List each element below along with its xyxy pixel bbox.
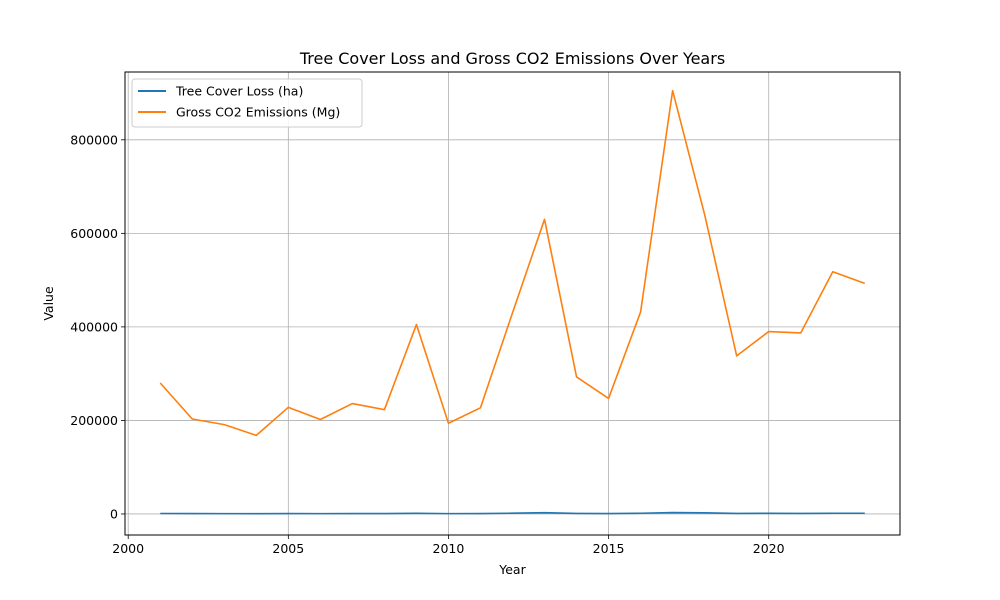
- series-lines: [159, 89, 866, 515]
- y-tick-label: 0: [110, 506, 118, 521]
- x-axis-label: Year: [498, 562, 526, 577]
- y-tick-label: 800000: [70, 132, 118, 147]
- chart-title: Tree Cover Loss and Gross CO2 Emissions …: [299, 49, 725, 68]
- plot-frame: [124, 71, 901, 536]
- y-tick-label: 600000: [70, 226, 118, 241]
- x-tick-label: 2005: [272, 541, 304, 556]
- legend: Tree Cover Loss (ha) Gross CO2 Emissions…: [131, 78, 363, 128]
- x-tick-label: 2000: [112, 541, 144, 556]
- x-tick-label: 2015: [593, 541, 625, 556]
- y-tick-label: 400000: [70, 319, 118, 334]
- legend-label-tree-cover-loss: Tree Cover Loss (ha): [175, 84, 303, 99]
- y-axis-label: Value: [41, 286, 56, 321]
- legend-box: [131, 78, 363, 128]
- x-tick-label: 2010: [433, 541, 465, 556]
- axis-ticks: 2000 2005 2010 2015 2020 0 200000 400000 600000 8…: [70, 132, 784, 556]
- y-tick-label: 200000: [70, 413, 118, 428]
- legend-label-gross-co2-emissions: Gross CO2 Emissions (Mg): [176, 105, 340, 120]
- x-tick-label: 2020: [753, 541, 785, 556]
